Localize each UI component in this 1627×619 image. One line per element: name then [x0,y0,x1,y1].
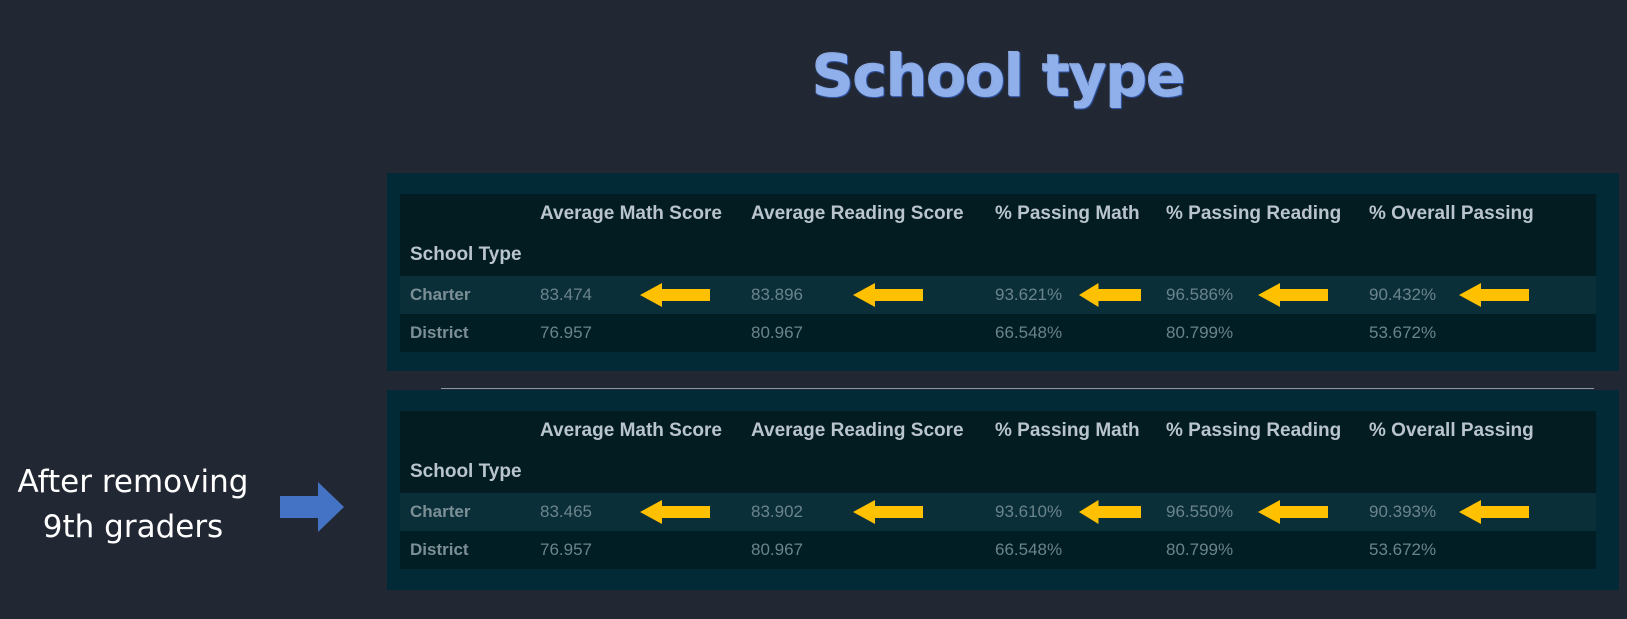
table-row: Charter 83.474 83.896 93.621% 96.586% 90… [400,276,1596,314]
cell-value: 80.799% [1166,531,1369,569]
col-header-avg-math: Average Math Score [540,194,751,234]
cell-value: 80.967 [751,314,995,352]
index-name: School Type [400,451,540,493]
cell-value: 83.896 [751,285,803,304]
cell-value: 66.548% [995,314,1166,352]
annotation-text: After removing 9th graders [8,460,258,550]
cell-value: 80.799% [1166,314,1369,352]
row-label-charter: Charter [400,493,540,531]
col-header-overall: % Overall Passing [1369,194,1596,234]
cell-value: 90.393% [1369,502,1437,521]
cell-value: 96.586% [1166,285,1234,304]
annotation-line-1: After removing [17,464,249,500]
cell-value: 53.672% [1369,314,1596,352]
annotation-line-2: 9th graders [42,509,224,545]
school-type-table-after: Average Math Score Average Reading Score… [400,411,1596,569]
row-label-charter: Charter [400,276,540,314]
yellow-left-arrow-icon [640,500,710,524]
cell-value: 53.672% [1369,531,1596,569]
cell-value: 96.550% [1166,502,1234,521]
yellow-left-arrow-icon [1459,283,1529,307]
school-type-table-before: Average Math Score Average Reading Score… [400,194,1596,352]
cell-value: 83.902 [751,502,803,521]
blue-right-arrow-icon [280,482,344,532]
col-header-avg-math: Average Math Score [540,411,751,451]
table-row: District 76.957 80.967 66.548% 80.799% 5… [400,531,1596,569]
col-header-pass-reading: % Passing Reading [1166,194,1369,234]
header-blank [400,194,540,234]
page-title: School type [812,42,1186,110]
yellow-left-arrow-icon [1258,283,1328,307]
col-header-pass-math: % Passing Math [995,411,1166,451]
cell-value: 76.957 [540,314,751,352]
cell-value: 66.548% [995,531,1166,569]
header-blank [400,411,540,451]
table-panel-before: Average Math Score Average Reading Score… [387,173,1619,371]
col-header-avg-reading: Average Reading Score [751,411,995,451]
index-name: School Type [400,234,540,276]
table-row: District 76.957 80.967 66.548% 80.799% 5… [400,314,1596,352]
cell-value: 80.967 [751,531,995,569]
cell-value: 76.957 [540,531,751,569]
row-label-district: District [400,314,540,352]
table-panel-after: Average Math Score Average Reading Score… [387,390,1619,590]
yellow-left-arrow-icon [1258,500,1328,524]
cell-value: 93.610% [995,502,1063,521]
col-header-overall: % Overall Passing [1369,411,1596,451]
col-header-pass-reading: % Passing Reading [1166,411,1369,451]
col-header-pass-math: % Passing Math [995,194,1166,234]
divider-line [441,388,1594,389]
yellow-left-arrow-icon [1079,283,1141,307]
cell-value: 90.432% [1369,285,1437,304]
row-label-district: District [400,531,540,569]
yellow-left-arrow-icon [853,500,923,524]
cell-value: 83.474 [540,285,592,304]
yellow-left-arrow-icon [1079,500,1141,524]
table-row: Charter 83.465 83.902 93.610% 96.550% 90… [400,493,1596,531]
yellow-left-arrow-icon [1459,500,1529,524]
cell-value: 93.621% [995,285,1063,304]
yellow-left-arrow-icon [853,283,923,307]
yellow-left-arrow-icon [640,283,710,307]
col-header-avg-reading: Average Reading Score [751,194,995,234]
cell-value: 83.465 [540,502,592,521]
